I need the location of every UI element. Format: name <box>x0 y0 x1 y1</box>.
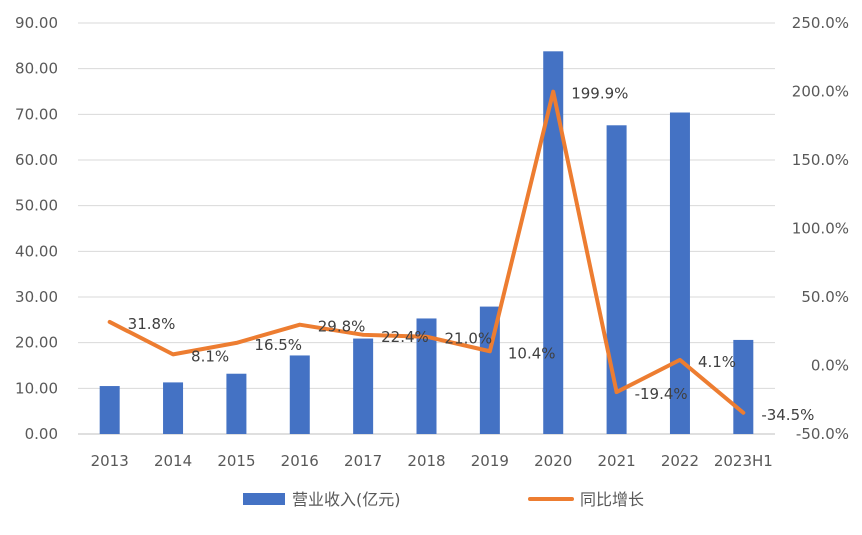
left-axis-tick-label: 40.00 <box>15 242 58 260</box>
right-axis-tick-label: 100.0% <box>792 220 849 238</box>
growth-data-label: 29.8% <box>318 318 366 336</box>
x-axis-tick-label: 2015 <box>217 452 255 470</box>
growth-data-label: -19.4% <box>635 385 688 403</box>
growth-line-group <box>107 89 746 415</box>
right-axis-tick-label: 250.0% <box>792 14 849 32</box>
revenue-bar <box>733 339 754 434</box>
revenue-bar <box>226 373 247 434</box>
legend-label-revenue: 营业收入(亿元) <box>292 490 401 509</box>
growth-data-label: 8.1% <box>191 347 229 365</box>
right-axis-tick-label: 200.0% <box>792 83 849 101</box>
data-labels: 31.8% 8.1% 16.5% 29.8% 22.4% 21.0% 10.4% 199.9%… <box>128 85 815 424</box>
x-axis-tick-label: 2013 <box>91 452 129 470</box>
left-axis-tick-label: 0.00 <box>25 425 58 443</box>
x-axis-tick-label: 2014 <box>154 452 192 470</box>
left-axis-tick-label: 10.00 <box>15 379 58 397</box>
left-axis-tick-label: 20.00 <box>15 334 58 352</box>
growth-data-label: 10.4% <box>508 344 556 362</box>
revenue-bars <box>99 51 754 435</box>
revenue-bar <box>416 318 437 434</box>
x-axis-tick-label: 2020 <box>534 452 572 470</box>
x-axis-tick-label: 2017 <box>344 452 382 470</box>
legend-swatch-revenue <box>243 493 285 505</box>
right-axis-tick-label: 0.0% <box>811 357 849 375</box>
growth-data-label: 22.4% <box>381 328 429 346</box>
growth-data-label: 31.8% <box>128 315 176 333</box>
left-axis-tick-label: 60.00 <box>15 151 58 169</box>
x-axis-tick-label: 2018 <box>407 452 445 470</box>
revenue-bar <box>163 382 184 434</box>
x-axis-tick-label: 2022 <box>661 452 699 470</box>
left-axis-tick-label: 80.00 <box>15 60 58 78</box>
revenue-bar <box>543 51 564 435</box>
revenue-bar <box>606 125 627 434</box>
left-axis-tick-label: 70.00 <box>15 105 58 123</box>
legend: 营业收入(亿元) 同比增长 <box>243 490 644 509</box>
gridlines <box>78 22 775 435</box>
left-axis-tick-label: 90.00 <box>15 14 58 32</box>
x-axis-tick-label: 2021 <box>597 452 635 470</box>
growth-data-label: -34.5% <box>761 406 814 424</box>
revenue-bar <box>669 112 690 435</box>
growth-data-label: 4.1% <box>698 353 736 371</box>
left-axis-tick-label: 30.00 <box>15 288 58 306</box>
right-axis-tick-label: 150.0% <box>792 151 849 169</box>
growth-line <box>107 89 746 415</box>
growth-data-label: 199.9% <box>571 85 628 103</box>
revenue-bar <box>289 355 310 434</box>
growth-data-label: 21.0% <box>445 330 493 348</box>
right-axis-tick-label: -50.0% <box>796 425 849 443</box>
legend-label-growth: 同比增长 <box>580 490 644 509</box>
right-axis-tick-label: 50.0% <box>801 288 849 306</box>
x-axis-tick-label: 2016 <box>281 452 319 470</box>
revenue-bar <box>99 386 120 434</box>
growth-data-label: 16.5% <box>254 336 302 354</box>
axes: 0.00 10.00 20.00 30.00 40.00 50.00 60.00 70.00 8… <box>15 14 849 470</box>
left-axis-tick-label: 50.00 <box>15 197 58 215</box>
revenue-bar <box>353 338 374 434</box>
x-axis-tick-label: 2023H1 <box>714 452 773 470</box>
x-axis-tick-label: 2019 <box>471 452 509 470</box>
